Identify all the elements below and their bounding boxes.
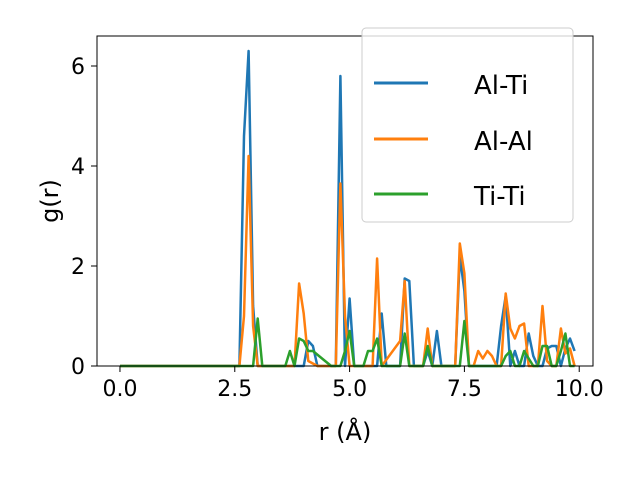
x-axis-label: r (Å) [319,417,372,446]
y-axis: 0 2 4 6 [71,55,97,380]
series-line-al-ti [120,49,576,368]
legend-label-al-al: Al-Al [474,127,533,157]
plot-frame [96,35,594,367]
legend-label-ti-ti: Ti-Ti [473,182,526,212]
x-tick-label: 10.0 [555,377,604,402]
y-axis-label: g(r) [36,179,64,223]
plot-area [96,35,594,368]
x-tick-label: 0.0 [102,377,137,402]
x-tick-label: 7.5 [447,377,482,402]
y-tick-label: 0 [71,355,85,380]
y-tick-label: 6 [71,55,85,80]
x-tick-label: 2.5 [217,377,252,402]
legend: Al-Ti Al-Al Ti-Ti [361,27,574,223]
y-tick-label: 2 [71,255,85,280]
legend-label-al-ti: Al-Ti [474,71,528,101]
y-tick-label: 4 [71,155,85,180]
legend-frame [361,27,574,223]
x-axis: 0.0 2.5 5.0 7.5 10.0 [102,366,604,402]
x-tick-label: 5.0 [332,377,367,402]
